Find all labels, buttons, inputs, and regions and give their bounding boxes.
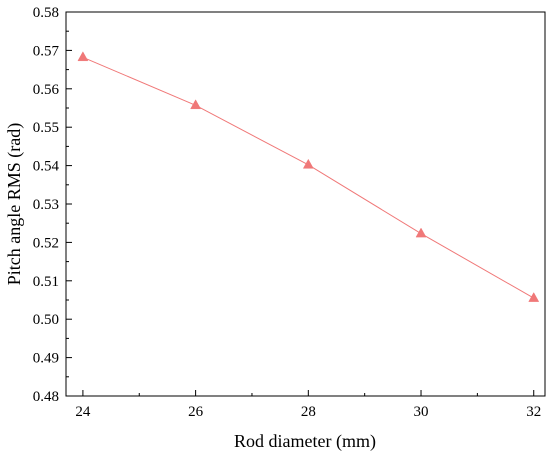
y-tick-label: 0.51	[33, 274, 59, 290]
x-tick-label: 30	[414, 404, 429, 420]
data-point-marker	[415, 227, 427, 238]
y-tick-label: 0.53	[33, 197, 59, 213]
x-tick-label: 32	[526, 404, 541, 420]
y-tick-label: 0.50	[33, 312, 59, 328]
y-axis-title: Pitch angle RMS (rad)	[4, 123, 25, 285]
y-tick-label: 0.56	[33, 82, 60, 98]
data-point-marker	[302, 158, 314, 169]
y-tick-label: 0.52	[33, 235, 59, 251]
x-tick-label: 24	[75, 404, 91, 420]
y-tick-label: 0.48	[33, 389, 59, 405]
y-tick-label: 0.57	[33, 43, 60, 59]
x-axis-ticks: 24 26 28 30 32	[75, 390, 541, 420]
data-point-marker	[77, 51, 89, 62]
x-tick-label: 28	[301, 404, 316, 420]
y-tick-label: 0.49	[33, 351, 59, 367]
y-tick-label: 0.58	[33, 5, 59, 21]
x-axis-title: Rod diameter (mm)	[234, 431, 376, 452]
plot-area	[65, 11, 546, 397]
data-point-marker	[528, 292, 540, 302]
series-layer	[77, 51, 540, 302]
y-tick-label: 0.54	[33, 159, 60, 175]
x-tick-label: 26	[188, 404, 204, 420]
plot-frame	[65, 11, 546, 397]
y-tick-label: 0.55	[33, 120, 59, 136]
data-point-marker	[190, 99, 202, 110]
y-axis-ticks: 0.48 0.49 0.50 0.51 0.52 0.53 0.54 0.55 0.56 0.57…	[33, 5, 72, 405]
series-line	[82, 56, 534, 299]
